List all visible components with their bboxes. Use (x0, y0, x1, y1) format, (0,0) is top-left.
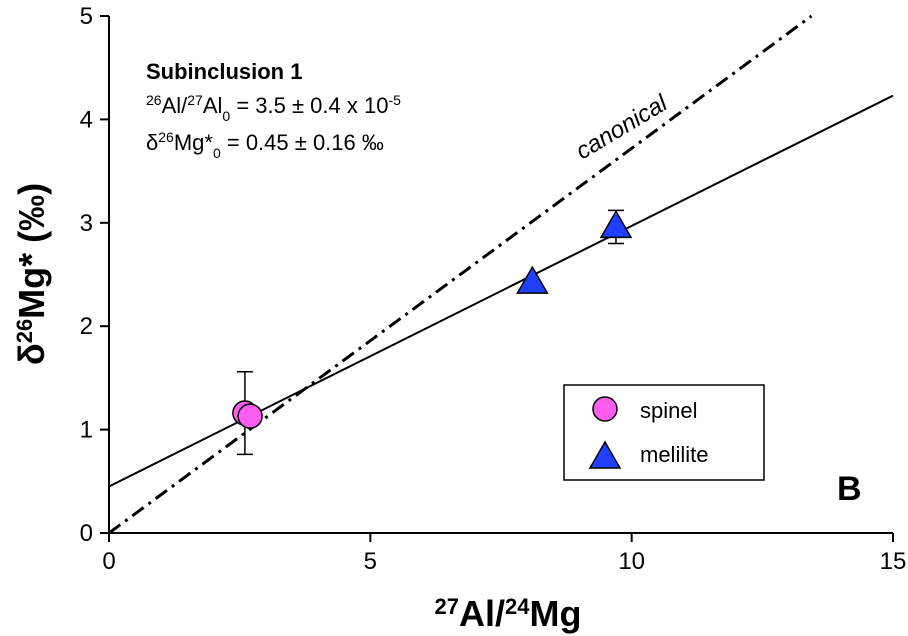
mg-star: Mg* (174, 130, 214, 155)
axes (108, 16, 893, 534)
y-tick-label: 1 (80, 417, 93, 444)
panel-label: B (837, 470, 862, 508)
tick-labels: 0 5 10 15 0 1 2 3 4 5 (80, 3, 907, 575)
regression-lines (108, 14, 894, 535)
ticks (100, 15, 894, 542)
y-tick-label: 4 (80, 106, 93, 133)
spinel-point (237, 403, 263, 429)
annotation-title: Subinclusion 1 (146, 59, 302, 84)
legend-spinel-label: spinel (640, 398, 697, 423)
y-tick-label: 2 (80, 313, 93, 340)
x-sup-27: 27 (435, 594, 459, 619)
y-tick-label: 0 (80, 520, 93, 547)
x-mg-text: Mg (530, 593, 582, 634)
y-tick-label: 5 (80, 3, 93, 30)
y-axis-title: δ26Mg* (‰) (11, 183, 52, 365)
canonical-line (108, 14, 813, 535)
x-tick-label: 5 (364, 548, 377, 575)
al-ratio-value: = 3.5 ± 0.4 x 10 (230, 93, 388, 118)
x-tick-label: 10 (618, 548, 645, 575)
al-text: Al (203, 93, 223, 118)
annotation-al-ratio: 26Al/27Al0 = 3.5 ± 0.4 x 10-5 (146, 92, 401, 124)
delta-symbol: δ (146, 130, 158, 155)
al-slash: Al/ (162, 93, 189, 118)
subinclusion-annotation: Subinclusion 1 26Al/27Al0 = 3.5 ± 0.4 x … (146, 59, 401, 161)
mg-initial-value: = 0.45 ± 0.16 ‰ (221, 130, 384, 155)
sub-0-mg: 0 (213, 145, 221, 161)
legend: spinel melilite (563, 384, 765, 481)
data-points (232, 209, 633, 429)
sup-26: 26 (146, 92, 162, 108)
melilite-point (516, 265, 549, 294)
x-axis-title: 27Al/24Mg (435, 593, 582, 634)
annotation-mg-initial: δ26Mg*0 = 0.45 ± 0.16 ‰ (146, 129, 384, 161)
sup-27: 27 (187, 92, 203, 108)
y-mg-text: Mg* (‰) (11, 183, 52, 319)
exp-value: -5 (388, 92, 401, 108)
canonical-line-label: canonical (571, 89, 672, 165)
x-sup-24: 24 (505, 594, 530, 619)
x-tick-label: 15 (880, 548, 907, 575)
legend-melilite-label: melilite (640, 442, 708, 467)
x-tick-label: 0 (102, 548, 115, 575)
y-sup-26: 26 (12, 319, 37, 343)
sup-26-mg: 26 (158, 129, 174, 145)
legend-melilite-marker (588, 440, 622, 469)
legend-spinel-marker (592, 396, 618, 422)
sub-0: 0 (222, 108, 230, 124)
melilite-point (599, 209, 633, 239)
x-al-text: Al/ (459, 593, 505, 634)
y-tick-label: 3 (80, 210, 93, 237)
y-delta: δ (11, 343, 52, 365)
